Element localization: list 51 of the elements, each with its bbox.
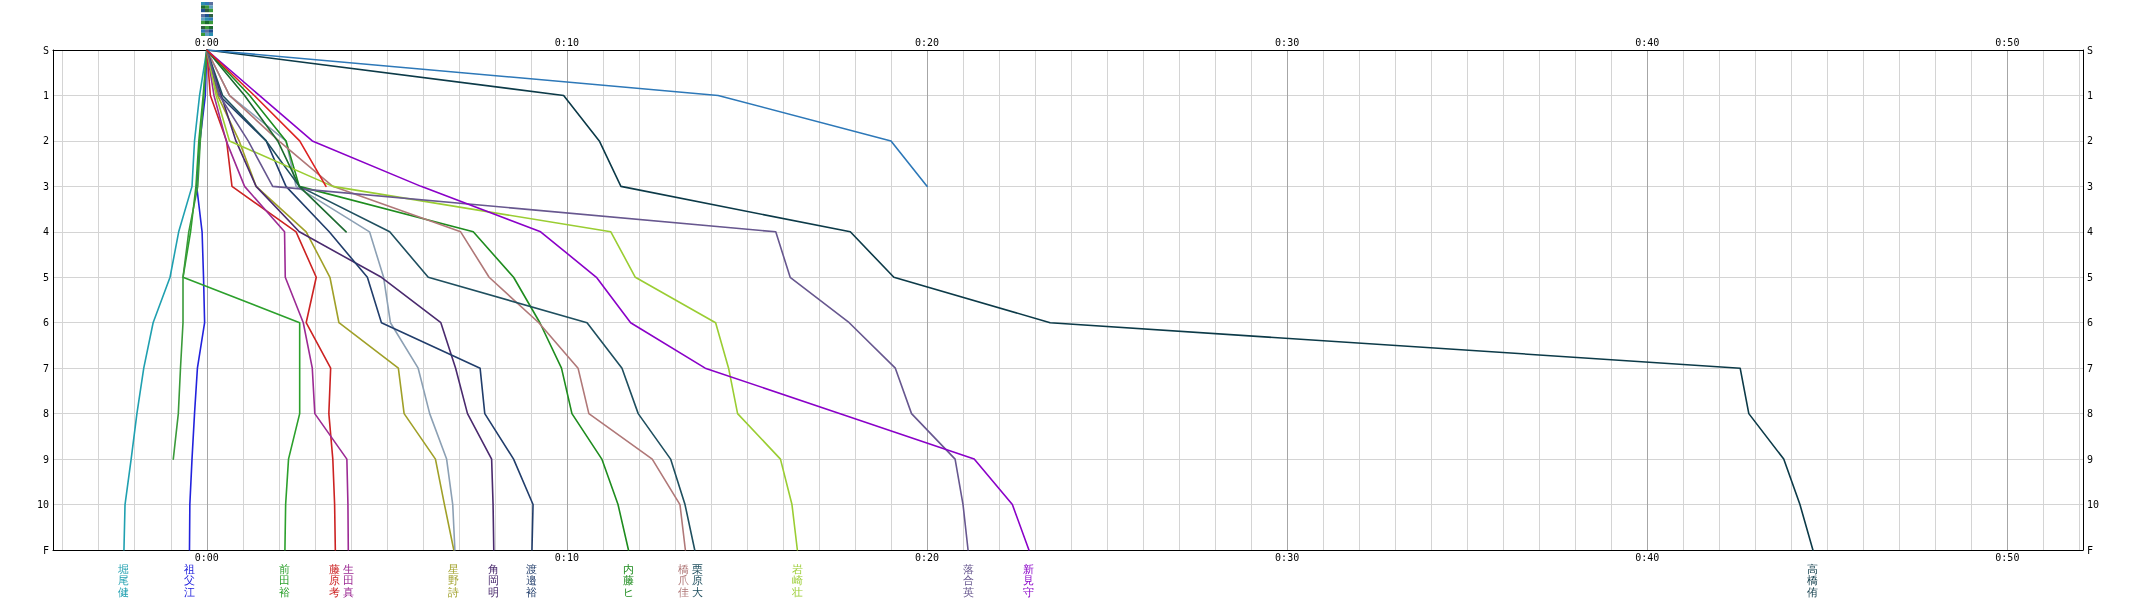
- y-tick-label: S: [42, 44, 49, 56]
- series-label: 生田真: [342, 563, 355, 599]
- series-label: 渡邉裕: [525, 563, 538, 599]
- series-label: 星野詩: [447, 563, 460, 599]
- x2-tick-label: 0:50: [1995, 37, 2020, 48]
- y-tick-label: 3: [42, 180, 49, 192]
- series-label: 新見守: [1022, 563, 1035, 599]
- y2-tick-label: 9: [2087, 453, 2094, 465]
- series-label: 角岡明: [487, 563, 500, 599]
- series-label: 藤原考: [328, 563, 341, 599]
- y-tick-label: 1: [42, 89, 49, 101]
- y2-tick-label: S: [2087, 44, 2094, 56]
- series-label: 橋爪佳: [677, 563, 690, 599]
- x2-tick-label: 0:00: [194, 37, 219, 48]
- y-tick-label: 7: [42, 362, 49, 374]
- y-tick-label: F: [42, 544, 49, 556]
- x-tick-label: 0:40: [1635, 552, 1660, 563]
- y-tick-label: 10: [36, 499, 49, 511]
- y-tick-label: 4: [42, 226, 49, 238]
- x-tick-label: 0:10: [554, 552, 579, 563]
- y2-tick-label: 4: [2087, 226, 2094, 238]
- series-label: 祖父江: [183, 563, 196, 599]
- series-label: 栗原大: [691, 563, 704, 599]
- series-label: 高橋侑: [1806, 563, 1819, 599]
- y2-tick-label: 10: [2087, 499, 2100, 511]
- y2-tick-label: 2: [2087, 135, 2094, 147]
- y-tick-label: 8: [42, 408, 49, 420]
- series-label: 岩崎壮: [791, 563, 804, 599]
- series-label: 堀尾健: [117, 563, 130, 599]
- x2-tick-label: 0:40: [1635, 37, 1660, 48]
- series-label: 内藤ヒ: [622, 563, 635, 599]
- y-tick-label: 5: [42, 271, 49, 283]
- y2-tick-label: 1: [2087, 89, 2094, 101]
- x2-tick-label: 0:30: [1275, 37, 1300, 48]
- x2-tick-label: 0:10: [554, 37, 579, 48]
- x-tick-label: 0:30: [1275, 552, 1300, 563]
- x-tick-label: 0:00: [194, 552, 219, 563]
- y2-tick-label: 7: [2087, 362, 2094, 374]
- y-tick-label: 6: [42, 317, 49, 329]
- series-label: 落合英: [962, 563, 975, 599]
- series-label: 前田裕: [278, 563, 291, 599]
- y-tick-label: 2: [42, 135, 49, 147]
- y2-tick-label: F: [2087, 544, 2094, 556]
- x-tick-label: 0:50: [1995, 552, 2020, 563]
- y2-tick-label: 8: [2087, 408, 2094, 420]
- x2-tick-label: 0:20: [914, 37, 940, 48]
- y2-tick-label: 5: [2087, 271, 2094, 283]
- y-tick-label: 9: [42, 453, 49, 465]
- y2-tick-label: 6: [2087, 317, 2094, 329]
- y2-tick-label: 3: [2087, 180, 2094, 192]
- x-tick-label: 0:20: [914, 552, 940, 563]
